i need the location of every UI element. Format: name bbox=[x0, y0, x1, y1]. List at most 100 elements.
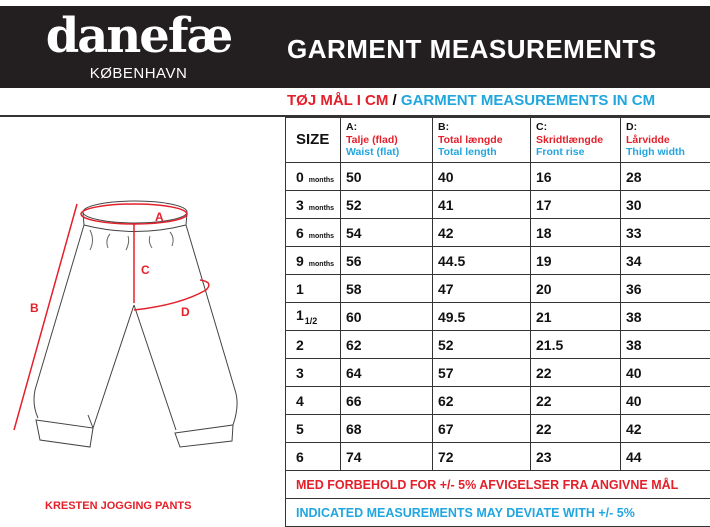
brand-city: KØBENHAVN bbox=[36, 65, 241, 83]
column-header-danish: Total længde bbox=[438, 134, 525, 147]
size-cell: 11/2 bbox=[286, 303, 341, 331]
measurement-cell: 34 bbox=[621, 247, 710, 275]
measurement-cell: 30 bbox=[621, 191, 710, 219]
measure-b-line bbox=[14, 204, 77, 430]
label-c: C bbox=[141, 263, 150, 277]
size-cell: 0 months bbox=[286, 163, 341, 191]
measurement-cell: 16 bbox=[531, 163, 621, 191]
measurement-cell: 41 bbox=[433, 191, 531, 219]
measurement-cell: 62 bbox=[433, 387, 531, 415]
subtitle-separator: / bbox=[388, 92, 401, 109]
measurement-cell: 44.5 bbox=[433, 247, 531, 275]
subtitle-english: GARMENT MEASUREMENTS IN CM bbox=[401, 92, 655, 109]
label-b: B bbox=[30, 301, 39, 315]
measurement-cell: 33 bbox=[621, 219, 710, 247]
measurement-cell: 50 bbox=[341, 163, 433, 191]
size-value: 6 bbox=[296, 225, 304, 241]
measurement-cell: 36 bbox=[621, 275, 710, 303]
column-header-letter: A: bbox=[346, 121, 427, 134]
measurement-cell: 64 bbox=[341, 359, 433, 387]
pants-diagram: A B C D bbox=[0, 117, 284, 497]
waistband-lower bbox=[83, 213, 187, 232]
column-header-danish: Lårvidde bbox=[626, 134, 709, 147]
size-value: 2 bbox=[296, 337, 304, 353]
measurement-cell: 21.5 bbox=[531, 331, 621, 359]
right-leg-outline bbox=[134, 225, 237, 430]
size-cell: 5 bbox=[286, 415, 341, 443]
size-table: SIZE A:Talje (flad)Waist (flat)B:Total l… bbox=[285, 117, 710, 527]
measurement-cell: 72 bbox=[433, 443, 531, 471]
measurement-cell: 40 bbox=[621, 387, 710, 415]
measurement-cell: 49.5 bbox=[433, 303, 531, 331]
measurement-cell: 40 bbox=[433, 163, 531, 191]
measurement-cell: 19 bbox=[531, 247, 621, 275]
size-value: 0 bbox=[296, 169, 304, 185]
measurement-cell: 74 bbox=[341, 443, 433, 471]
size-cell: 1 bbox=[286, 275, 341, 303]
table-subtitle: TØJ MÅL I CM / GARMENT MEASUREMENTS IN C… bbox=[287, 92, 655, 109]
measurement-cell: 22 bbox=[531, 359, 621, 387]
column-header-letter: B: bbox=[438, 121, 525, 134]
measurement-cell: 58 bbox=[341, 275, 433, 303]
measurement-cell: 47 bbox=[433, 275, 531, 303]
size-cell: 4 bbox=[286, 387, 341, 415]
column-header-english: Thigh width bbox=[626, 146, 709, 159]
column-header-english: Waist (flat) bbox=[346, 146, 427, 159]
size-unit: 1/2 bbox=[305, 316, 318, 326]
column-header-letter: C: bbox=[536, 121, 615, 134]
measurement-cell: 52 bbox=[341, 191, 433, 219]
measurement-cell: 67 bbox=[433, 415, 531, 443]
measurement-cell: 21 bbox=[531, 303, 621, 331]
measurement-cell: 54 bbox=[341, 219, 433, 247]
measurement-cell: 42 bbox=[433, 219, 531, 247]
size-unit: months bbox=[309, 233, 334, 240]
brand-logo: danefæ KØBENHAVN bbox=[36, 6, 241, 83]
size-header: SIZE bbox=[286, 118, 341, 163]
disclaimer-note: MED FORBEHOLD FOR +/- 5% AFVIGELSER FRA … bbox=[286, 471, 710, 499]
size-value: 3 bbox=[296, 365, 304, 381]
measure-d-line bbox=[134, 280, 209, 310]
measurement-cell: 56 bbox=[341, 247, 433, 275]
size-unit: months bbox=[309, 177, 334, 184]
brand-name: danefæ bbox=[36, 8, 241, 64]
measurement-cell: 18 bbox=[531, 219, 621, 247]
disclaimer-note: INDICATED MEASUREMENTS MAY DEVIATE WITH … bbox=[286, 499, 710, 527]
measurement-cell: 40 bbox=[621, 359, 710, 387]
header-banner: danefæ KØBENHAVN GARMENT MEASUREMENTS bbox=[0, 6, 710, 88]
left-cuff bbox=[36, 420, 93, 447]
size-value: 9 bbox=[296, 253, 304, 269]
size-value: 6 bbox=[296, 449, 304, 465]
measurement-cell: 68 bbox=[341, 415, 433, 443]
column-header-english: Total length bbox=[438, 146, 525, 159]
page-title: GARMENT MEASUREMENTS bbox=[287, 34, 657, 65]
measurement-cell: 52 bbox=[433, 331, 531, 359]
size-value: 4 bbox=[296, 393, 304, 409]
column-header: A:Talje (flad)Waist (flat) bbox=[341, 118, 433, 163]
table-header-row: SIZE A:Talje (flad)Waist (flat)B:Total l… bbox=[286, 118, 710, 163]
size-value: 1 bbox=[296, 307, 304, 323]
measurement-cell: 42 bbox=[621, 415, 710, 443]
column-header-danish: Talje (flad) bbox=[346, 134, 427, 147]
column-header-danish: Skridtlængde bbox=[536, 134, 615, 147]
size-value: 1 bbox=[296, 281, 304, 297]
column-header-letter: D: bbox=[626, 121, 709, 134]
measurement-cell: 28 bbox=[621, 163, 710, 191]
measurement-cell: 44 bbox=[621, 443, 710, 471]
measurement-cell: 22 bbox=[531, 415, 621, 443]
size-value: 3 bbox=[296, 197, 304, 213]
subtitle-danish: TØJ MÅL I CM bbox=[287, 92, 388, 109]
measurement-cell: 17 bbox=[531, 191, 621, 219]
measurement-cell: 57 bbox=[433, 359, 531, 387]
